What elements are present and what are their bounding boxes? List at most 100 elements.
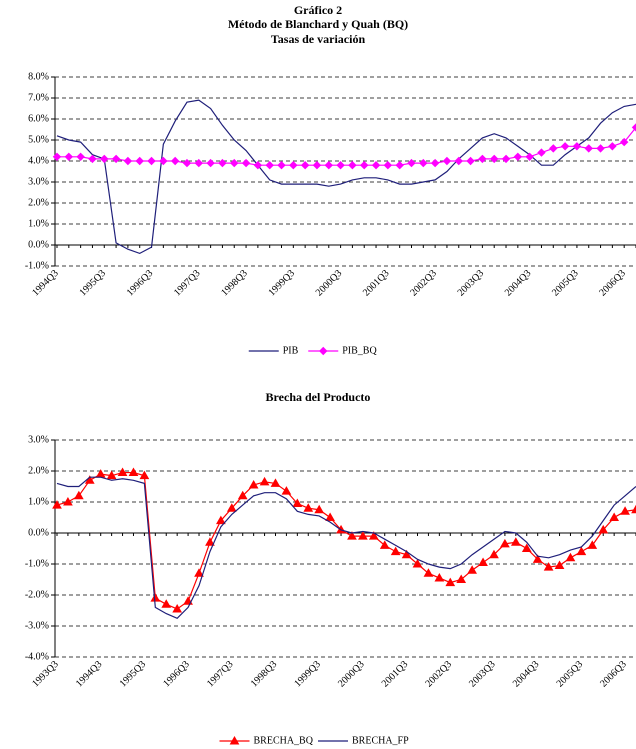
marker xyxy=(456,574,467,583)
marker xyxy=(63,496,73,506)
marker xyxy=(554,560,565,570)
x-tick-label: 2001Q3 xyxy=(361,268,392,299)
marker xyxy=(379,540,390,549)
marker xyxy=(521,543,532,552)
marker xyxy=(478,557,488,566)
marker xyxy=(76,152,85,162)
chart-subtitle: Tasas de variación xyxy=(271,32,366,46)
marker xyxy=(135,156,144,166)
marker xyxy=(64,152,74,162)
marker xyxy=(300,160,310,170)
marker xyxy=(117,467,128,477)
marker xyxy=(430,158,440,168)
y-tick-label: 2.0% xyxy=(28,465,49,476)
marker xyxy=(423,568,434,577)
marker xyxy=(358,531,368,540)
marker xyxy=(324,160,333,170)
x-tick-label: 2003Q3 xyxy=(467,659,498,690)
x-tick-label: 2003Q3 xyxy=(456,268,487,299)
marker xyxy=(194,568,204,577)
marker xyxy=(73,490,84,500)
marker xyxy=(230,158,239,168)
x-tick-label: 2006Q3 xyxy=(597,268,628,299)
marker xyxy=(237,490,248,500)
marker xyxy=(312,160,322,170)
marker xyxy=(572,142,582,151)
chart-title: Método de Blanchard y Quah (BQ) xyxy=(228,17,408,31)
marker xyxy=(348,160,357,170)
legend-label: BRECHA_FP xyxy=(352,735,409,746)
x-tick-label: 1995Q3 xyxy=(118,659,149,690)
x-tick-label: 1997Q3 xyxy=(172,268,203,299)
legend-label: PIB_BQ xyxy=(342,345,377,356)
marker xyxy=(620,506,630,515)
marker xyxy=(139,470,150,480)
marker xyxy=(395,160,404,170)
series-line xyxy=(56,471,636,610)
marker xyxy=(84,475,95,484)
y-tick-label: 2.0% xyxy=(28,197,49,208)
y-tick-label: -1.0% xyxy=(25,558,49,569)
x-tick-label: 2001Q3 xyxy=(380,659,411,690)
x-tick-label: 1999Q3 xyxy=(267,268,298,299)
marker xyxy=(100,154,109,164)
marker xyxy=(565,552,576,562)
marker xyxy=(532,554,543,563)
marker xyxy=(434,572,445,582)
marker xyxy=(205,537,215,546)
chart: Método de Blanchard y Quah (BQ)Tasas de … xyxy=(25,17,636,356)
y-tick-label: -3.0% xyxy=(25,620,49,631)
marker xyxy=(128,467,139,477)
marker xyxy=(52,152,62,162)
x-tick-label: 1997Q3 xyxy=(205,659,236,690)
series-line xyxy=(56,476,636,619)
y-tick-label: 3.0% xyxy=(28,434,49,445)
y-tick-label: 7.0% xyxy=(28,92,49,103)
marker xyxy=(584,144,593,153)
marker xyxy=(270,478,281,487)
x-tick-label: 2005Q3 xyxy=(550,268,581,299)
marker xyxy=(147,156,156,166)
marker xyxy=(383,160,393,170)
y-tick-label: -4.0% xyxy=(25,651,49,662)
marker xyxy=(226,503,237,512)
marker xyxy=(106,470,117,480)
marker xyxy=(609,512,620,521)
chart: Brecha del Producto -4.0% -3.0% -2.0% -1.0% 0… xyxy=(25,390,636,746)
marker xyxy=(500,538,510,548)
marker xyxy=(368,531,379,540)
marker xyxy=(549,144,558,153)
marker xyxy=(543,562,554,571)
marker xyxy=(206,158,215,168)
x-tick-label: 1994Q3 xyxy=(30,268,61,299)
marker xyxy=(587,540,598,549)
marker xyxy=(161,599,172,608)
marker xyxy=(608,142,617,151)
marker xyxy=(576,546,587,556)
y-tick-label: 1.0% xyxy=(28,496,49,507)
x-tick-label: 2000Q3 xyxy=(314,268,345,299)
y-tick-label: -2.0% xyxy=(25,589,49,600)
marker xyxy=(360,160,369,170)
series-line xyxy=(56,99,636,255)
marker xyxy=(619,137,629,147)
marker xyxy=(88,154,97,164)
x-tick-label: 1995Q3 xyxy=(77,268,108,299)
marker xyxy=(412,558,423,568)
marker xyxy=(336,160,345,170)
marker xyxy=(598,524,609,534)
x-tick-label: 1998Q3 xyxy=(219,268,250,299)
marker xyxy=(289,160,298,170)
x-tick-label: 1998Q3 xyxy=(249,659,280,690)
y-tick-label: 4.0% xyxy=(28,155,49,166)
marker xyxy=(525,152,534,162)
marker xyxy=(216,515,226,525)
chart-title: Brecha del Producto xyxy=(266,390,371,404)
y-tick-label: 3.0% xyxy=(28,176,49,187)
marker xyxy=(253,160,263,170)
marker xyxy=(390,546,401,556)
marker xyxy=(631,504,636,514)
marker xyxy=(347,531,357,540)
marker xyxy=(445,577,456,587)
x-tick-label: 1996Q3 xyxy=(161,659,192,690)
